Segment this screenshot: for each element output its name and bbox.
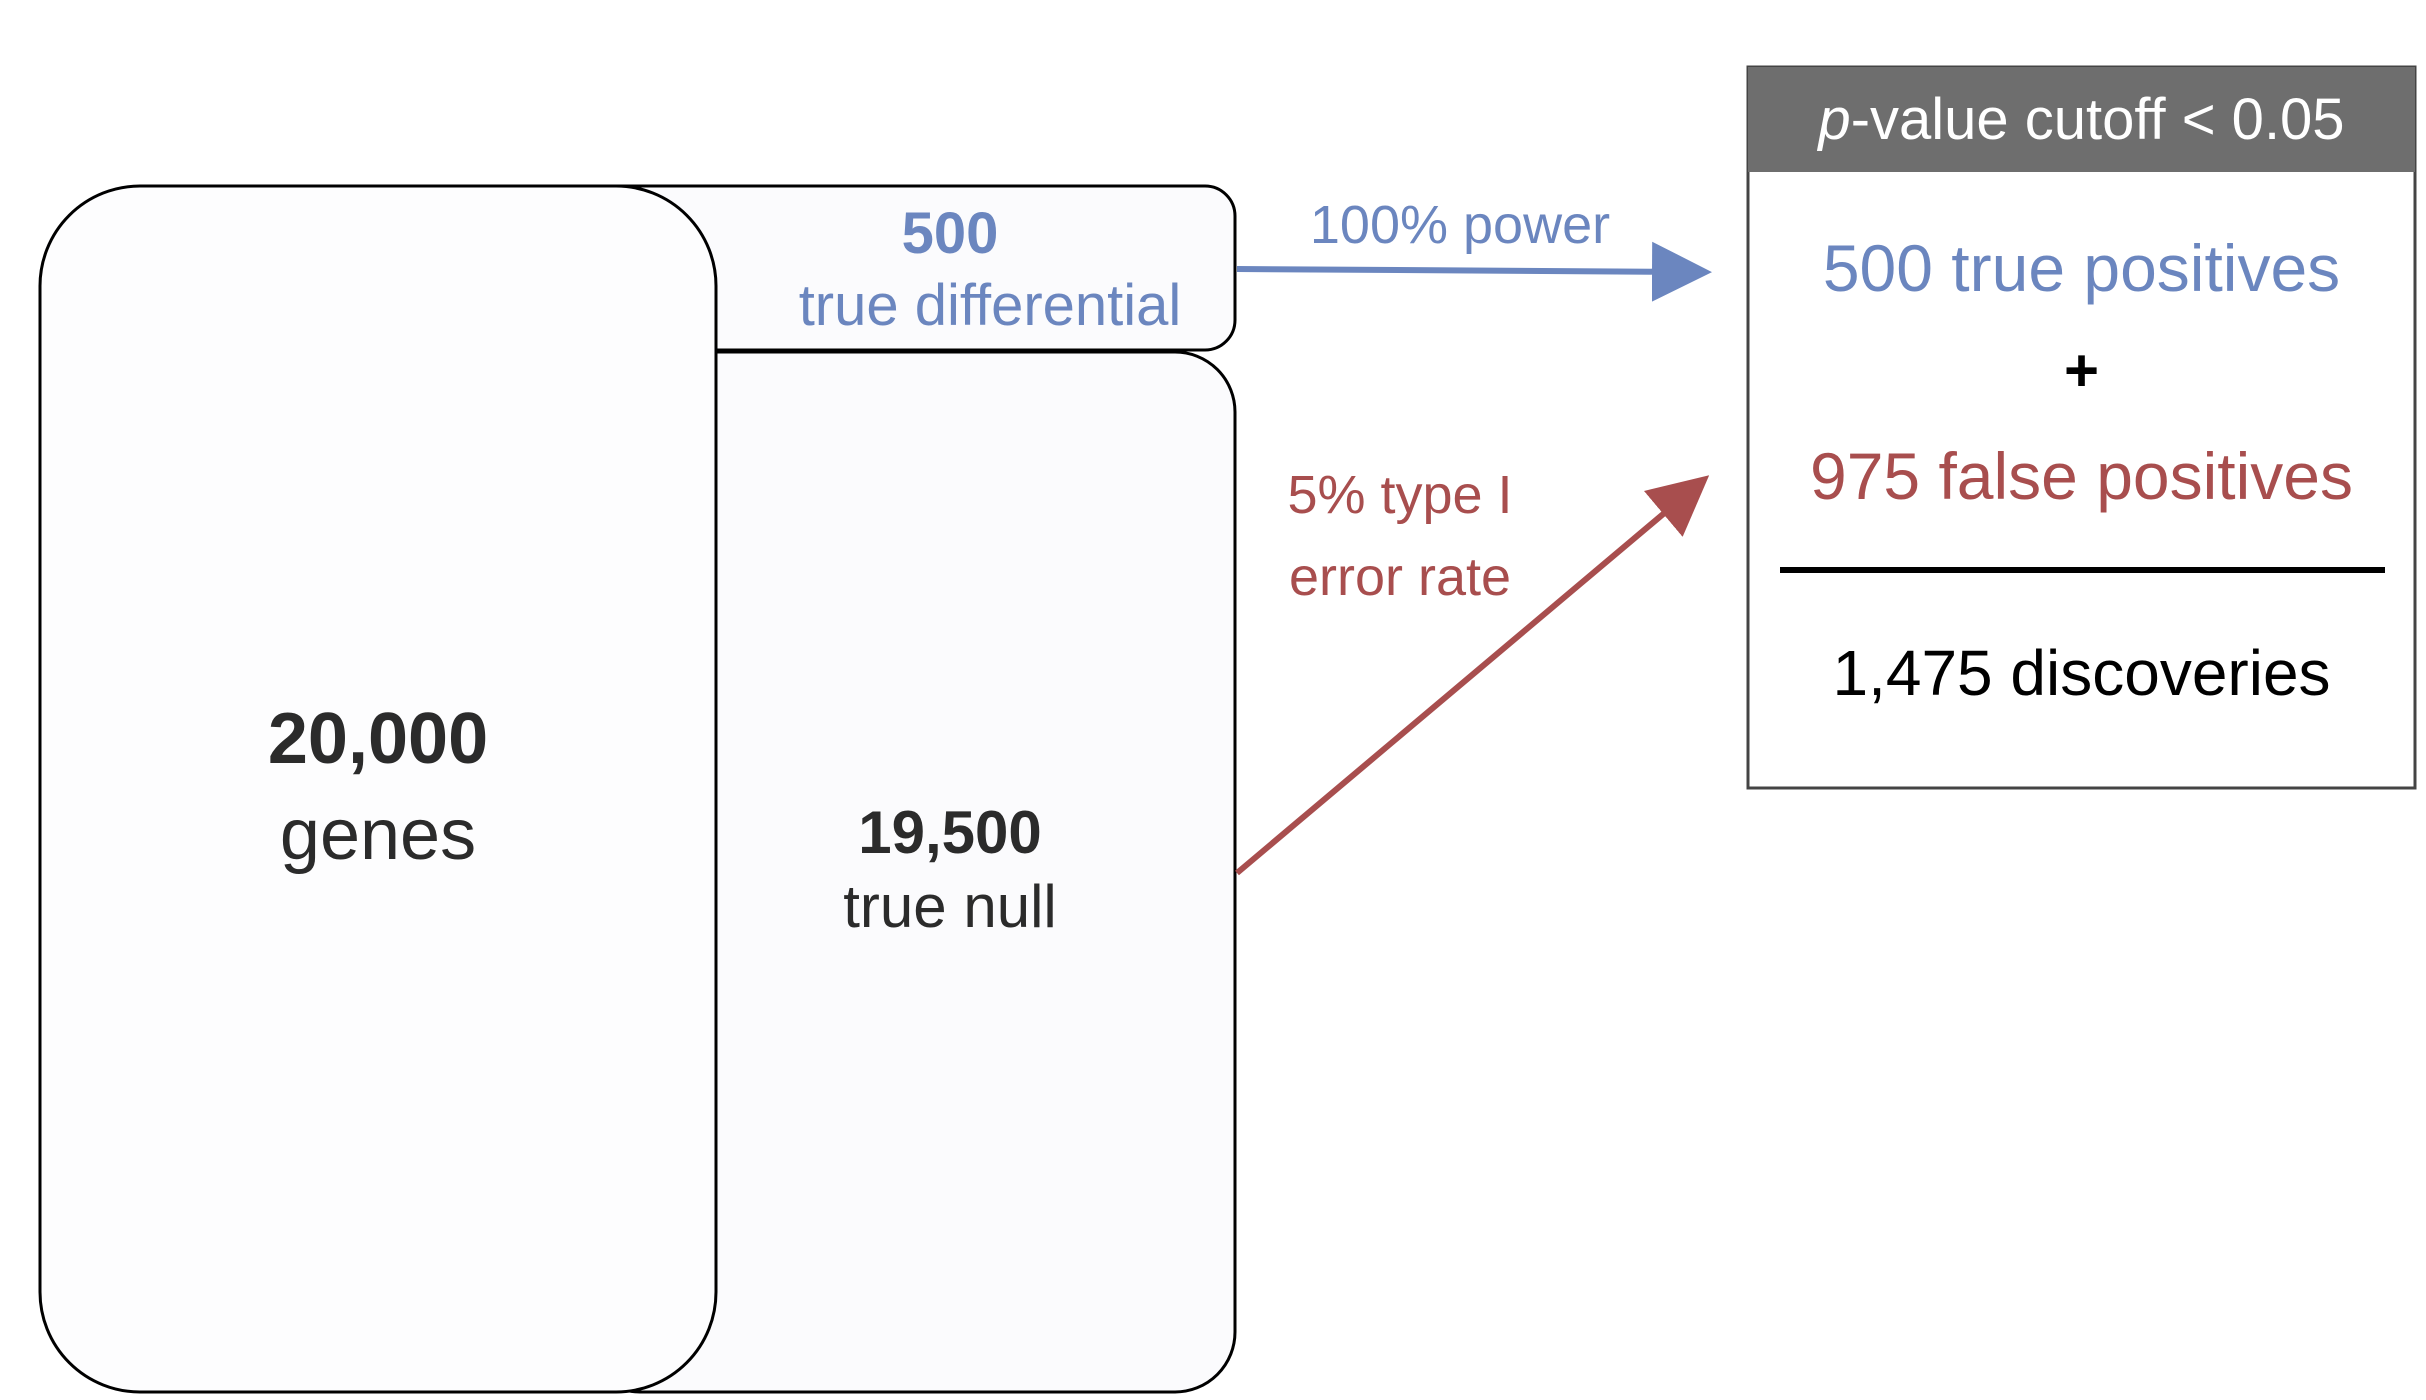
false-positives: 975 false positives bbox=[1810, 439, 2353, 513]
genes-label: genes bbox=[279, 795, 477, 875]
power-label: 100% power bbox=[1309, 195, 1611, 255]
genes-box bbox=[38, 184, 718, 1394]
true-null-count: 19,500 bbox=[858, 799, 1042, 866]
result-header-title: p-value cutoff < 0.05 bbox=[1748, 88, 2415, 152]
true-differential-label: true differential bbox=[798, 273, 1182, 338]
power-arrow bbox=[1236, 241, 1712, 302]
p-symbol: p bbox=[1818, 87, 1851, 152]
plus-sign: + bbox=[2063, 337, 2100, 404]
true-differential-count: 500 bbox=[901, 201, 999, 266]
discoveries-total: 1,475 discoveries bbox=[1832, 637, 2331, 709]
genes-count: 20,000 bbox=[267, 699, 489, 779]
header-text: -value cutoff < 0.05 bbox=[1850, 87, 2345, 152]
true-null-label: true null bbox=[843, 873, 1057, 940]
error-label-line2: error rate bbox=[1288, 547, 1512, 607]
error-label-line1: 5% type I bbox=[1287, 465, 1513, 525]
true-positives: 500 true positives bbox=[1822, 231, 2341, 305]
result-header bbox=[1748, 67, 2415, 172]
result-panel bbox=[1746, 65, 2417, 790]
error-arrow bbox=[1235, 475, 1710, 876]
